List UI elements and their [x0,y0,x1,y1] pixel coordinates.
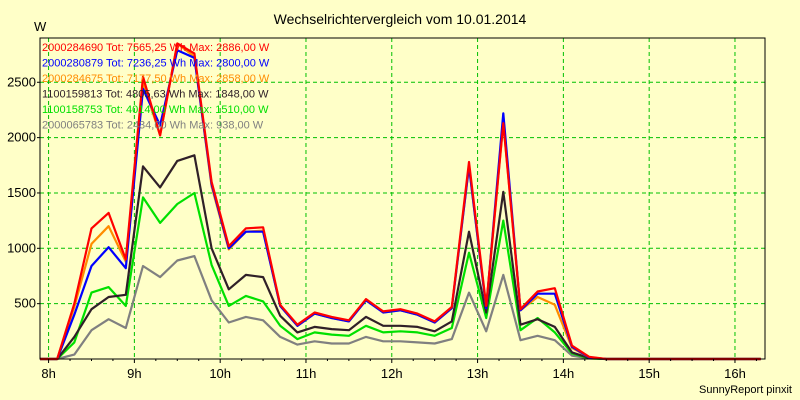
x-tick-label: 13h [467,366,489,381]
series-line [40,154,761,361]
y-tick-label: 1500 [7,185,36,200]
legend-entry: 2000065783 Tot: 2434,00 Wh Max: 938,00 W [42,120,264,132]
grid [40,38,765,359]
legend-entry: 2000284690 Tot: 7565,25 Wh Max: 2886,00 … [42,42,270,54]
x-tick-label: 15h [638,366,660,381]
y-axis-label: W [34,19,47,34]
x-tick-label: 14h [553,366,575,381]
plot-frame [39,37,766,360]
y-tick-label: 2500 [7,74,36,89]
legend-entry: 1100159813 Tot: 4805,63 Wh Max: 1848,00 … [42,89,269,101]
x-tick-label: 11h [296,366,317,381]
legend-entry: 2000284675 Tot: 7177,50 Wh Max: 2858,00 … [42,73,270,85]
axes: 500 1000 1500 2000 2500 8h 9h 10h 11h 12h 13h 14h 15… [7,37,766,381]
y-tick-label: 2000 [7,130,36,145]
legend-entry: 1100158753 Tot: 4014,00 Wh Max: 1510,00 … [42,104,269,116]
series-line [40,191,761,361]
y-tick-label: 500 [14,296,36,311]
legend-entry: 2000280879 Tot: 7236,25 Wh Max: 2800,00 … [42,58,270,70]
y-tick-label: 1000 [7,240,36,255]
x-tick-label: 16h [724,366,746,381]
chart-title: Wechselrichtervergleich vom 10.01.2014 [274,11,527,27]
x-tick-label: 12h [381,366,403,381]
series-line [40,255,761,361]
x-tick-label: 10h [209,366,231,381]
x-tick-label: 8h [41,366,55,381]
x-tick-label: 9h [127,366,141,381]
legend: 2000284690 Tot: 7565,25 Wh Max: 2886,00 … [42,42,270,132]
footer-label: SunnyReport pinxit [699,384,792,396]
